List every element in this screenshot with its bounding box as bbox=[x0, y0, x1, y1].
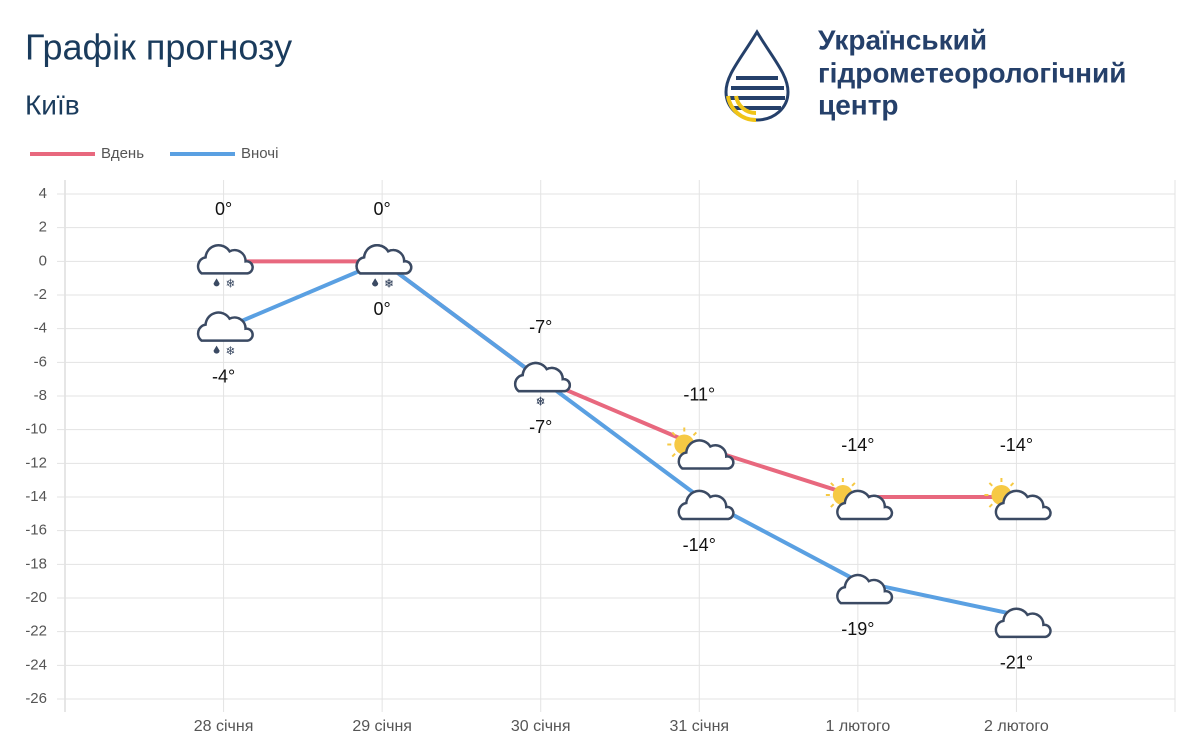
cloud bbox=[196, 311, 254, 342]
y-tick-label: -12 bbox=[25, 454, 47, 471]
x-tick-label: 30 січня bbox=[511, 718, 571, 735]
value-label: -7° bbox=[529, 417, 552, 437]
logo-icon bbox=[724, 29, 790, 123]
y-tick-label: 2 bbox=[39, 219, 47, 236]
sun-ray bbox=[988, 482, 993, 487]
cloud bbox=[196, 244, 254, 275]
x-tick-label: 29 січня bbox=[352, 718, 412, 735]
snowflake: ❄ bbox=[536, 394, 546, 408]
sun-ray bbox=[692, 431, 698, 437]
legend-label: Вночі bbox=[241, 145, 278, 162]
value-label: -21° bbox=[1000, 653, 1033, 673]
x-tick-label: 28 січня bbox=[194, 718, 254, 735]
value-label: 0° bbox=[215, 199, 232, 219]
sun-ray bbox=[851, 482, 856, 487]
cloud bbox=[677, 489, 735, 521]
chart-subtitle: Київ bbox=[25, 89, 80, 120]
y-tick-label: -18 bbox=[25, 555, 47, 572]
series-line bbox=[223, 259, 1017, 499]
value-label: -14° bbox=[841, 435, 874, 455]
y-tick-label: 4 bbox=[39, 185, 47, 202]
y-tick-label: -4 bbox=[34, 320, 47, 337]
sun-ray bbox=[671, 431, 676, 437]
snowflake: ❄ bbox=[226, 277, 236, 291]
y-tick-label: -16 bbox=[25, 522, 47, 539]
y-tick-label: -24 bbox=[25, 656, 47, 673]
y-tick-label: -20 bbox=[25, 589, 47, 606]
weather-icon bbox=[991, 590, 1052, 639]
sun-ray bbox=[988, 503, 993, 508]
y-tick-label: -26 bbox=[25, 690, 47, 707]
x-tick-label: 1 лютого bbox=[825, 718, 890, 735]
sun-ray bbox=[830, 503, 835, 508]
value-label: -19° bbox=[841, 619, 874, 639]
value-label: -14° bbox=[683, 535, 716, 555]
weather-icon bbox=[832, 557, 894, 605]
weather-icon: ❄ bbox=[196, 311, 254, 358]
series-line bbox=[222, 259, 1017, 617]
cloud bbox=[836, 489, 894, 521]
y-tick-label: -14 bbox=[25, 488, 47, 505]
value-label: -14° bbox=[1000, 435, 1033, 455]
rain-drop bbox=[213, 278, 220, 287]
chart-title: Графік прогнозу bbox=[25, 27, 292, 68]
sun-ray bbox=[1009, 482, 1015, 487]
org-name: гідрометеорологічний bbox=[818, 57, 1126, 88]
weather-icon bbox=[984, 478, 1052, 521]
value-label: -7° bbox=[529, 317, 552, 337]
snowflake: ❄ bbox=[384, 277, 394, 291]
cloud bbox=[994, 607, 1052, 639]
y-tick-label: -8 bbox=[34, 387, 47, 404]
y-tick-label: -6 bbox=[34, 353, 47, 370]
sun-ray bbox=[830, 482, 835, 487]
weather-icon bbox=[667, 427, 735, 470]
value-label: -4° bbox=[212, 366, 235, 386]
y-tick-label: 0 bbox=[39, 252, 47, 269]
y-tick-label: -22 bbox=[25, 623, 47, 640]
weather-icon bbox=[674, 473, 735, 521]
value-label: 0° bbox=[374, 299, 391, 319]
x-tick-label: 31 січня bbox=[669, 718, 729, 735]
sun-ray bbox=[671, 452, 676, 458]
snowflake: ❄ bbox=[384, 277, 394, 291]
x-tick-label: 2 лютого bbox=[984, 718, 1049, 735]
cloud bbox=[994, 489, 1052, 521]
weather-icon: ❄ bbox=[355, 244, 413, 291]
weather-icon bbox=[825, 478, 894, 521]
rain-drop bbox=[213, 345, 220, 354]
snowflake: ❄ bbox=[226, 344, 236, 358]
legend-label: Вдень bbox=[101, 145, 144, 162]
weather-icon: ❄ bbox=[514, 361, 571, 408]
cloud bbox=[677, 439, 735, 470]
weather-icon: ❄ bbox=[196, 244, 254, 291]
y-tick-label: -2 bbox=[34, 286, 47, 303]
value-label: -11° bbox=[683, 384, 715, 404]
cloud bbox=[514, 361, 571, 393]
cloud bbox=[836, 573, 894, 605]
value-label: 0° bbox=[374, 199, 391, 219]
org-name: центр bbox=[818, 89, 899, 120]
rain-drop bbox=[372, 278, 379, 287]
cloud bbox=[355, 244, 413, 275]
snowflake: ❄ bbox=[536, 394, 546, 408]
y-tick-label: -10 bbox=[25, 421, 47, 438]
org-name: Український bbox=[818, 24, 987, 55]
